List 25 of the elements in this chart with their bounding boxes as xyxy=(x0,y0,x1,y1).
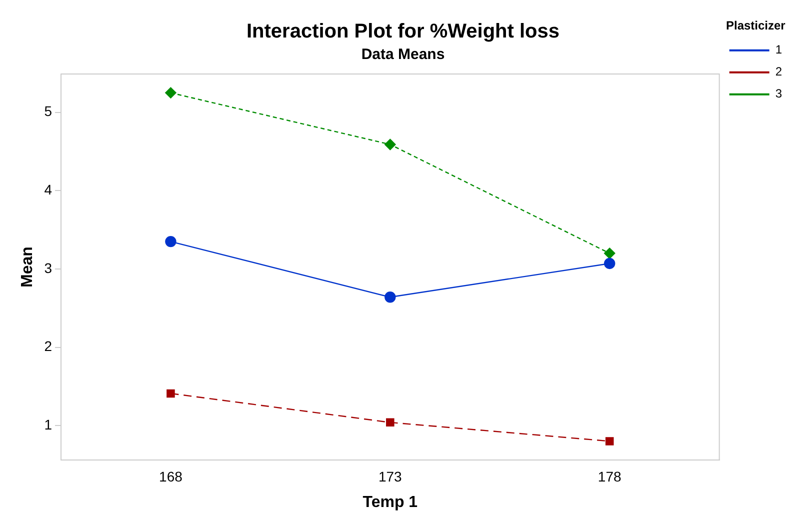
x-tick-label: 178 xyxy=(598,468,622,484)
chart-subtitle: Data Means xyxy=(361,46,445,64)
x-tick-label: 173 xyxy=(378,468,402,484)
point xyxy=(386,418,394,427)
y-tick-label: 2 xyxy=(44,338,52,354)
point xyxy=(384,292,396,303)
point xyxy=(384,138,396,150)
point xyxy=(165,236,176,248)
point xyxy=(605,437,614,446)
point xyxy=(165,87,176,98)
x-axis-title: Temp 1 xyxy=(362,494,418,511)
legend-label: 3 xyxy=(775,86,782,101)
chart-title: Interaction Plot for %Weight loss xyxy=(246,20,560,43)
legend-label: 2 xyxy=(775,64,782,79)
y-tick-label: 5 xyxy=(44,103,52,120)
x-tick-label: 168 xyxy=(159,468,183,484)
point xyxy=(166,389,175,398)
y-tick-label: 3 xyxy=(44,260,52,276)
legend-title: Plasticizer xyxy=(726,18,786,32)
y-axis-title: Mean xyxy=(19,246,36,288)
point xyxy=(604,258,616,270)
y-tick-label: 4 xyxy=(44,182,52,198)
point xyxy=(604,248,616,259)
y-tick-label: 1 xyxy=(44,416,52,432)
legend-label: 1 xyxy=(775,42,782,57)
